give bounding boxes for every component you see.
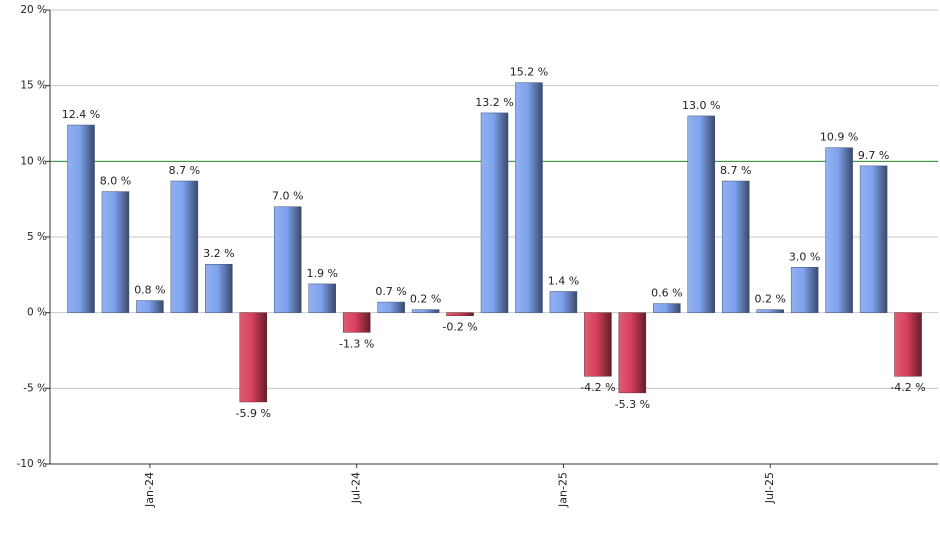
value-label: 15.2 % xyxy=(510,66,548,79)
x-tick-label: Jul-25 xyxy=(763,472,776,504)
value-label: 7.0 % xyxy=(272,190,303,203)
bar xyxy=(170,180,199,313)
y-tick-label: 0 % xyxy=(27,307,47,319)
bar xyxy=(67,124,95,313)
value-label: 10.9 % xyxy=(820,131,858,144)
bar xyxy=(584,312,612,377)
bar xyxy=(411,309,440,313)
y-tick-label: 20 % xyxy=(20,4,47,16)
bar xyxy=(101,191,130,313)
bar xyxy=(480,112,509,313)
value-label: -1.3 % xyxy=(339,337,374,350)
value-label: 0.7 % xyxy=(375,285,406,298)
value-label: 0.2 % xyxy=(410,293,441,306)
bar xyxy=(756,309,784,313)
value-label: -4.2 % xyxy=(890,381,925,394)
value-label: 13.0 % xyxy=(682,99,720,112)
value-label: -5.9 % xyxy=(236,407,271,420)
y-tick-label: 10 % xyxy=(20,155,47,167)
value-label: -4.2 % xyxy=(580,381,615,394)
bar xyxy=(790,267,819,313)
bar xyxy=(274,206,302,313)
x-tick-label: Jan-24 xyxy=(143,472,156,508)
bar xyxy=(721,180,750,313)
bar xyxy=(825,147,853,313)
value-label: 8.7 % xyxy=(720,164,751,177)
bar xyxy=(377,301,405,313)
x-tick-label: Jul-24 xyxy=(350,472,363,504)
value-label: 8.7 % xyxy=(169,164,200,177)
bar xyxy=(239,312,268,403)
value-label: 0.6 % xyxy=(651,287,682,300)
bar xyxy=(894,312,922,377)
value-label: 1.4 % xyxy=(548,274,579,287)
y-tick-label: -5 % xyxy=(23,382,47,394)
bar xyxy=(446,312,474,316)
bar xyxy=(859,165,888,313)
bar xyxy=(136,300,164,313)
value-label: 0.8 % xyxy=(134,284,165,297)
y-tick-label: -10 % xyxy=(17,458,47,470)
bar xyxy=(618,312,647,394)
bar xyxy=(549,291,578,313)
value-label: 12.4 % xyxy=(62,108,100,121)
value-label: 13.2 % xyxy=(475,96,513,109)
y-tick-label: 15 % xyxy=(20,80,47,92)
value-label: 9.7 % xyxy=(858,149,889,162)
y-tick-label: 5 % xyxy=(27,231,47,243)
value-label: -0.2 % xyxy=(442,321,477,334)
bar xyxy=(515,82,543,313)
bar xyxy=(342,312,371,333)
value-label: 1.9 % xyxy=(306,267,337,280)
bar xyxy=(687,115,716,313)
value-label: -5.3 % xyxy=(615,398,650,411)
x-tick-label: Jan-25 xyxy=(556,472,569,508)
value-label: 3.2 % xyxy=(203,247,234,260)
value-label: 8.0 % xyxy=(100,175,131,188)
bar xyxy=(308,283,336,313)
bar xyxy=(653,303,681,313)
bar xyxy=(205,263,233,313)
value-label: 3.0 % xyxy=(789,250,820,263)
value-label: 0.2 % xyxy=(754,293,785,306)
